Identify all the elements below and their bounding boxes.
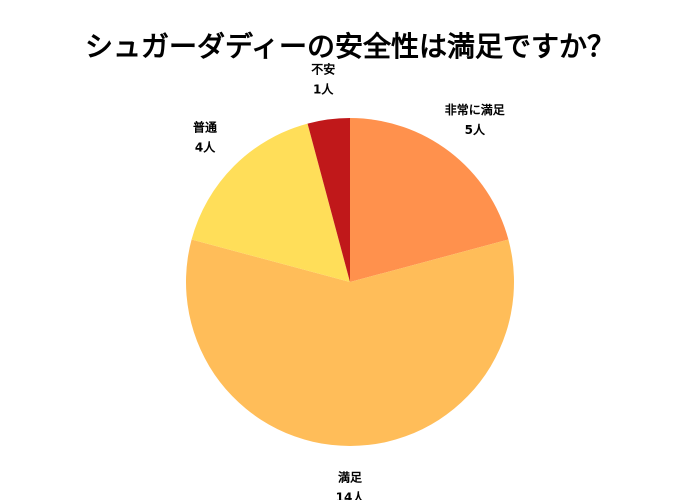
slice-label: 満足 (338, 470, 362, 485)
slice-label: 非常に満足 (445, 102, 505, 117)
value-label: 1人 (313, 81, 334, 96)
value-label: 14人 (336, 490, 366, 500)
slice-label: 不安 (311, 61, 335, 76)
pie-slice (191, 123, 350, 282)
value-label: 4人 (195, 140, 216, 155)
value-label: 5人 (465, 122, 486, 137)
chart-title: シュガーダディーの安全性は満足ですか？ (85, 30, 615, 63)
pie-slice (350, 118, 509, 282)
slice-label: 普通 (193, 120, 217, 135)
pie-slice (307, 118, 350, 282)
pie-slice (185, 239, 514, 446)
